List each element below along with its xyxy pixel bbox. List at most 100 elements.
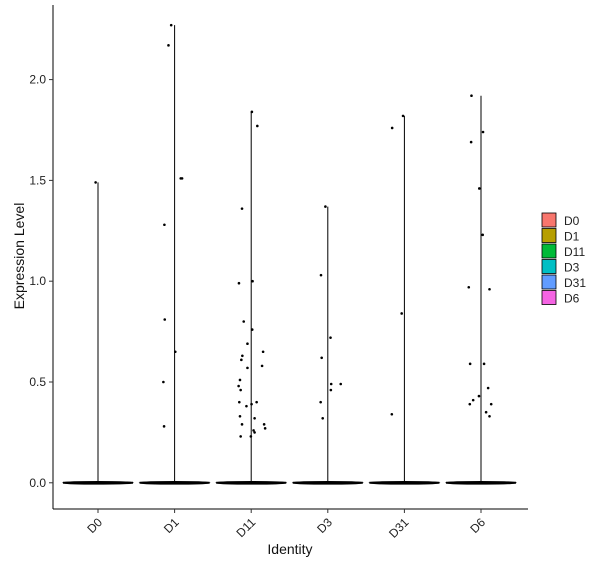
data-point	[488, 414, 491, 418]
data-point	[250, 110, 254, 114]
y-tick-label: 1.5	[29, 173, 46, 187]
violin-D31	[368, 114, 441, 485]
legend-label-D6: D6	[564, 292, 580, 306]
violin-D1	[138, 23, 211, 485]
data-point	[390, 412, 394, 416]
data-point	[481, 130, 485, 134]
data-point	[319, 400, 322, 404]
data-point	[321, 416, 325, 420]
data-point	[238, 400, 241, 404]
data-point	[256, 124, 259, 128]
x-axis-title: Identity	[267, 541, 312, 557]
data-point	[249, 435, 253, 438]
data-point	[162, 425, 166, 428]
data-point	[251, 279, 254, 283]
y-tick-label: 1.0	[29, 274, 46, 288]
data-point	[250, 328, 254, 331]
data-point	[237, 281, 241, 285]
data-point	[255, 400, 258, 404]
legend-key-D1	[541, 228, 557, 243]
data-point	[173, 350, 177, 354]
data-point	[246, 366, 249, 370]
data-point	[239, 435, 242, 438]
data-point	[162, 380, 165, 384]
data-point	[239, 388, 242, 392]
data-point	[339, 382, 343, 386]
x-tick-label: D1	[161, 515, 182, 536]
data-point	[167, 44, 170, 47]
data-point	[390, 126, 394, 130]
data-point	[253, 431, 256, 434]
data-point	[262, 423, 266, 426]
data-point	[245, 404, 248, 408]
data-point	[484, 410, 488, 414]
violin-D3	[291, 205, 364, 485]
data-point	[471, 398, 475, 402]
data-point	[238, 378, 242, 382]
data-point	[260, 364, 264, 368]
data-point	[320, 356, 323, 360]
data-point	[401, 114, 405, 118]
legend-label-D1: D1	[564, 230, 580, 244]
legend-key-D0	[541, 212, 557, 228]
data-point	[94, 181, 97, 184]
data-point	[241, 354, 244, 358]
data-point	[261, 350, 265, 354]
data-point	[329, 382, 333, 386]
data-point	[489, 402, 493, 406]
data-point	[329, 336, 332, 339]
data-point	[477, 394, 481, 398]
data-point	[486, 386, 490, 390]
legend-key-D31	[541, 274, 557, 290]
data-point	[240, 423, 244, 426]
data-point	[468, 362, 472, 366]
legend-label-D31: D31	[564, 276, 586, 290]
legend-label-D0: D0	[564, 214, 580, 228]
y-tick-label: 0.0	[29, 476, 46, 490]
data-point	[180, 177, 184, 180]
y-axis-title: Expression Level	[11, 203, 27, 310]
legend-label-D3: D3	[564, 261, 580, 275]
y-tick-label: 2.0	[29, 73, 46, 87]
data-point	[163, 318, 167, 321]
data-point	[237, 384, 240, 388]
data-point	[324, 205, 327, 208]
data-point	[169, 23, 173, 27]
data-point	[467, 285, 471, 289]
legend-key-D11	[541, 243, 557, 259]
x-tick-label: D31	[386, 515, 412, 541]
data-point	[263, 427, 267, 430]
violin-D0	[61, 181, 135, 485]
data-point	[242, 320, 246, 323]
data-point	[163, 223, 166, 227]
data-point	[240, 207, 244, 210]
plot-marks	[61, 23, 518, 485]
data-point	[238, 414, 242, 418]
legend-key-D6	[541, 290, 557, 305]
data-point	[400, 312, 403, 315]
data-point	[252, 429, 255, 432]
x-tick-label: D6	[467, 515, 488, 536]
data-point	[329, 388, 333, 392]
x-tick-label: D11	[233, 515, 258, 540]
data-point	[250, 402, 253, 406]
data-point	[240, 358, 243, 362]
data-point	[482, 362, 486, 366]
data-point	[246, 342, 249, 345]
data-point	[470, 94, 473, 98]
data-point	[468, 402, 472, 406]
x-tick-label: D3	[314, 515, 335, 536]
y-tick-label: 0.5	[29, 375, 46, 389]
legend-key-D3	[541, 259, 557, 274]
legend-label-D11: D11	[564, 245, 585, 259]
data-point	[319, 273, 323, 277]
data-point	[253, 416, 256, 420]
x-tick-label: D0	[84, 515, 105, 536]
axes: 0.0 0.5 1.0 1.5 2.0 D0 D1 D11 D3 D31 D6	[29, 5, 528, 541]
violin-D6	[444, 94, 518, 485]
data-point	[478, 187, 481, 190]
violin-D11	[215, 110, 288, 485]
data-point	[488, 287, 491, 291]
